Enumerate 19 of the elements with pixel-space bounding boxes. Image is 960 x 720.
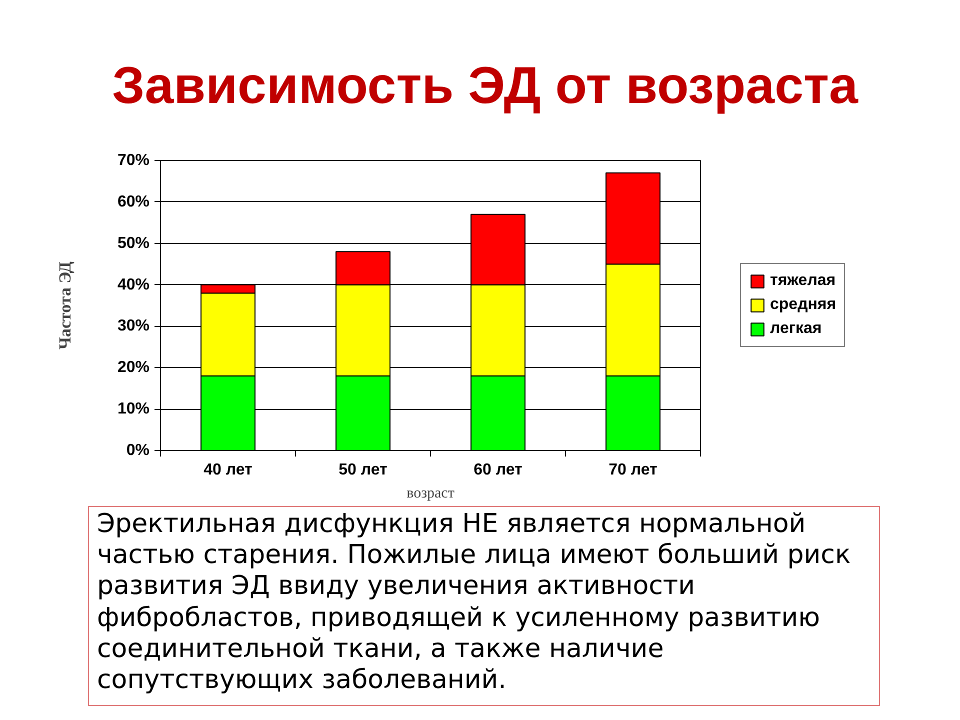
x-tick-label: 70 лет xyxy=(608,462,658,478)
y-tick-label: 10% xyxy=(117,400,150,418)
chart-title: Зависимость ЭД от возраста xyxy=(112,56,858,117)
legend-label: легкая xyxy=(770,320,822,338)
y-tick-label: 50% xyxy=(117,234,150,252)
y-tick-label: 70% xyxy=(117,152,150,169)
legend-label: средняя xyxy=(770,296,836,314)
y-tick-label: 30% xyxy=(117,318,150,335)
text: Эректильная дисфункция НЕ является нормальной частью старения. Пожилые лица имеют больший риск развития ЭД ввиду увеличения активности фибробластов, приводящей к усиленному развитию соединительной ткани, а также наличие сопутствующих заболеваний. xyxy=(97,509,852,696)
x-axis-title: возраст xyxy=(406,486,455,502)
x-tick-label: 40 лет xyxy=(204,462,253,478)
legend-label: тяжелая xyxy=(770,272,836,290)
y-tick-label: 40% xyxy=(117,276,150,294)
y-tick-label: 60% xyxy=(117,193,150,210)
y-axis-title: Частота ЭД xyxy=(55,261,74,350)
x-tick-label: 60 лет xyxy=(474,462,523,478)
y-tick-label: 0% xyxy=(126,442,150,459)
x-tick-label: 50 лет xyxy=(338,462,388,478)
y-tick-label: 20% xyxy=(117,359,150,376)
